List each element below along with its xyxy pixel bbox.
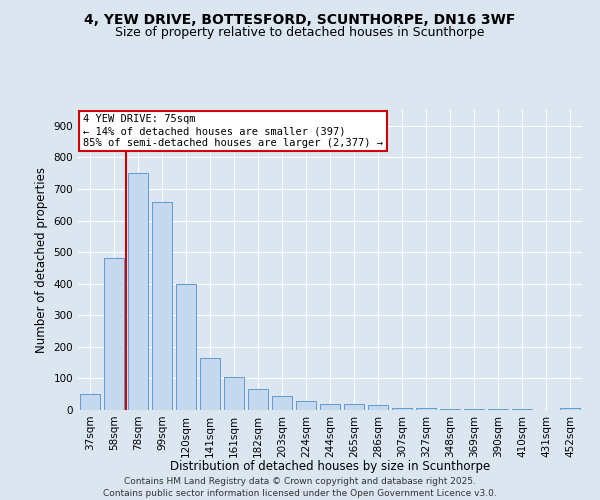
Bar — [176, 284, 196, 410]
Text: Size of property relative to detached houses in Scunthorpe: Size of property relative to detached ho… — [115, 26, 485, 39]
Bar — [392, 408, 412, 410]
Bar — [224, 377, 244, 410]
Bar — [152, 202, 172, 410]
Text: 4 YEW DRIVE: 75sqm
← 14% of detached houses are smaller (397)
85% of semi-detach: 4 YEW DRIVE: 75sqm ← 14% of detached hou… — [83, 114, 383, 148]
Bar — [248, 390, 268, 410]
Bar — [320, 404, 340, 410]
Bar — [80, 394, 100, 410]
Bar — [104, 258, 124, 410]
Text: 4, YEW DRIVE, BOTTESFORD, SCUNTHORPE, DN16 3WF: 4, YEW DRIVE, BOTTESFORD, SCUNTHORPE, DN… — [85, 12, 515, 26]
Bar — [200, 358, 220, 410]
Bar — [464, 409, 484, 410]
Y-axis label: Number of detached properties: Number of detached properties — [35, 167, 48, 353]
Bar — [368, 406, 388, 410]
Text: Contains HM Land Registry data © Crown copyright and database right 2025.
Contai: Contains HM Land Registry data © Crown c… — [103, 476, 497, 498]
Bar — [344, 404, 364, 410]
Bar — [272, 396, 292, 410]
X-axis label: Distribution of detached houses by size in Scunthorpe: Distribution of detached houses by size … — [170, 460, 490, 473]
Bar — [440, 409, 460, 410]
Bar — [416, 408, 436, 410]
Bar — [560, 408, 580, 410]
Bar — [296, 400, 316, 410]
Bar — [128, 173, 148, 410]
